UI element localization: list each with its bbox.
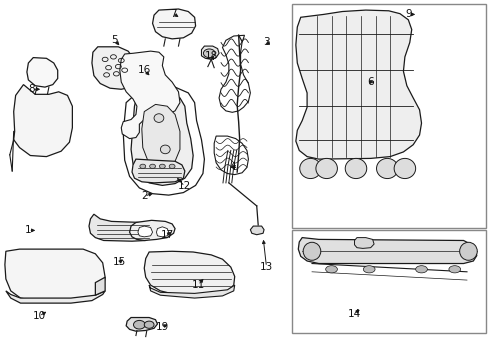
Ellipse shape [203, 49, 215, 58]
Bar [292, 4, 485, 228]
Polygon shape [302, 22, 343, 176]
Bar [292, 230, 485, 333]
Text: 12: 12 [178, 181, 191, 192]
Text: 3: 3 [263, 37, 269, 48]
Polygon shape [138, 226, 152, 237]
Ellipse shape [160, 145, 170, 154]
Text: 10: 10 [33, 311, 45, 321]
Polygon shape [142, 104, 180, 166]
Polygon shape [132, 159, 184, 183]
Text: 17: 17 [160, 230, 174, 240]
Polygon shape [6, 291, 105, 303]
Polygon shape [129, 220, 175, 240]
Ellipse shape [159, 164, 165, 168]
Text: 18: 18 [204, 51, 218, 61]
Ellipse shape [425, 7, 434, 13]
Text: 5: 5 [111, 35, 118, 45]
Ellipse shape [400, 9, 422, 22]
Text: 6: 6 [366, 77, 373, 87]
Text: 8: 8 [28, 84, 35, 94]
Ellipse shape [144, 321, 154, 328]
Ellipse shape [448, 266, 460, 273]
Text: 13: 13 [259, 262, 273, 272]
Ellipse shape [393, 158, 415, 179]
Text: 16: 16 [137, 65, 151, 75]
Polygon shape [95, 277, 105, 295]
Ellipse shape [303, 242, 320, 260]
Polygon shape [14, 85, 72, 157]
Ellipse shape [149, 164, 155, 168]
Polygon shape [126, 318, 157, 331]
Ellipse shape [169, 164, 175, 168]
Polygon shape [5, 249, 105, 301]
Text: 19: 19 [155, 322, 169, 332]
Ellipse shape [154, 114, 163, 122]
Polygon shape [295, 10, 421, 159]
Polygon shape [144, 251, 234, 296]
Polygon shape [149, 285, 234, 298]
Polygon shape [156, 227, 168, 237]
Ellipse shape [299, 158, 321, 179]
Ellipse shape [415, 266, 427, 273]
Polygon shape [120, 51, 180, 149]
Ellipse shape [325, 266, 337, 273]
Polygon shape [250, 226, 264, 235]
Text: 11: 11 [191, 280, 204, 290]
Polygon shape [354, 238, 373, 248]
Ellipse shape [133, 320, 145, 329]
Text: 4: 4 [228, 162, 235, 172]
Ellipse shape [363, 266, 374, 273]
Ellipse shape [345, 158, 366, 179]
Ellipse shape [376, 158, 397, 179]
Ellipse shape [459, 242, 476, 260]
Polygon shape [92, 47, 137, 89]
Text: 14: 14 [347, 309, 361, 319]
Polygon shape [152, 9, 195, 39]
Text: 7: 7 [170, 9, 177, 19]
Polygon shape [295, 16, 349, 178]
Text: 15: 15 [113, 257, 126, 267]
Text: 1: 1 [25, 225, 32, 235]
Polygon shape [89, 214, 154, 241]
Text: 9: 9 [404, 9, 411, 19]
Polygon shape [201, 46, 219, 59]
Polygon shape [131, 92, 193, 185]
Ellipse shape [315, 158, 337, 179]
Polygon shape [27, 58, 58, 87]
Polygon shape [298, 238, 476, 264]
Text: 2: 2 [141, 191, 147, 201]
Ellipse shape [140, 164, 145, 168]
